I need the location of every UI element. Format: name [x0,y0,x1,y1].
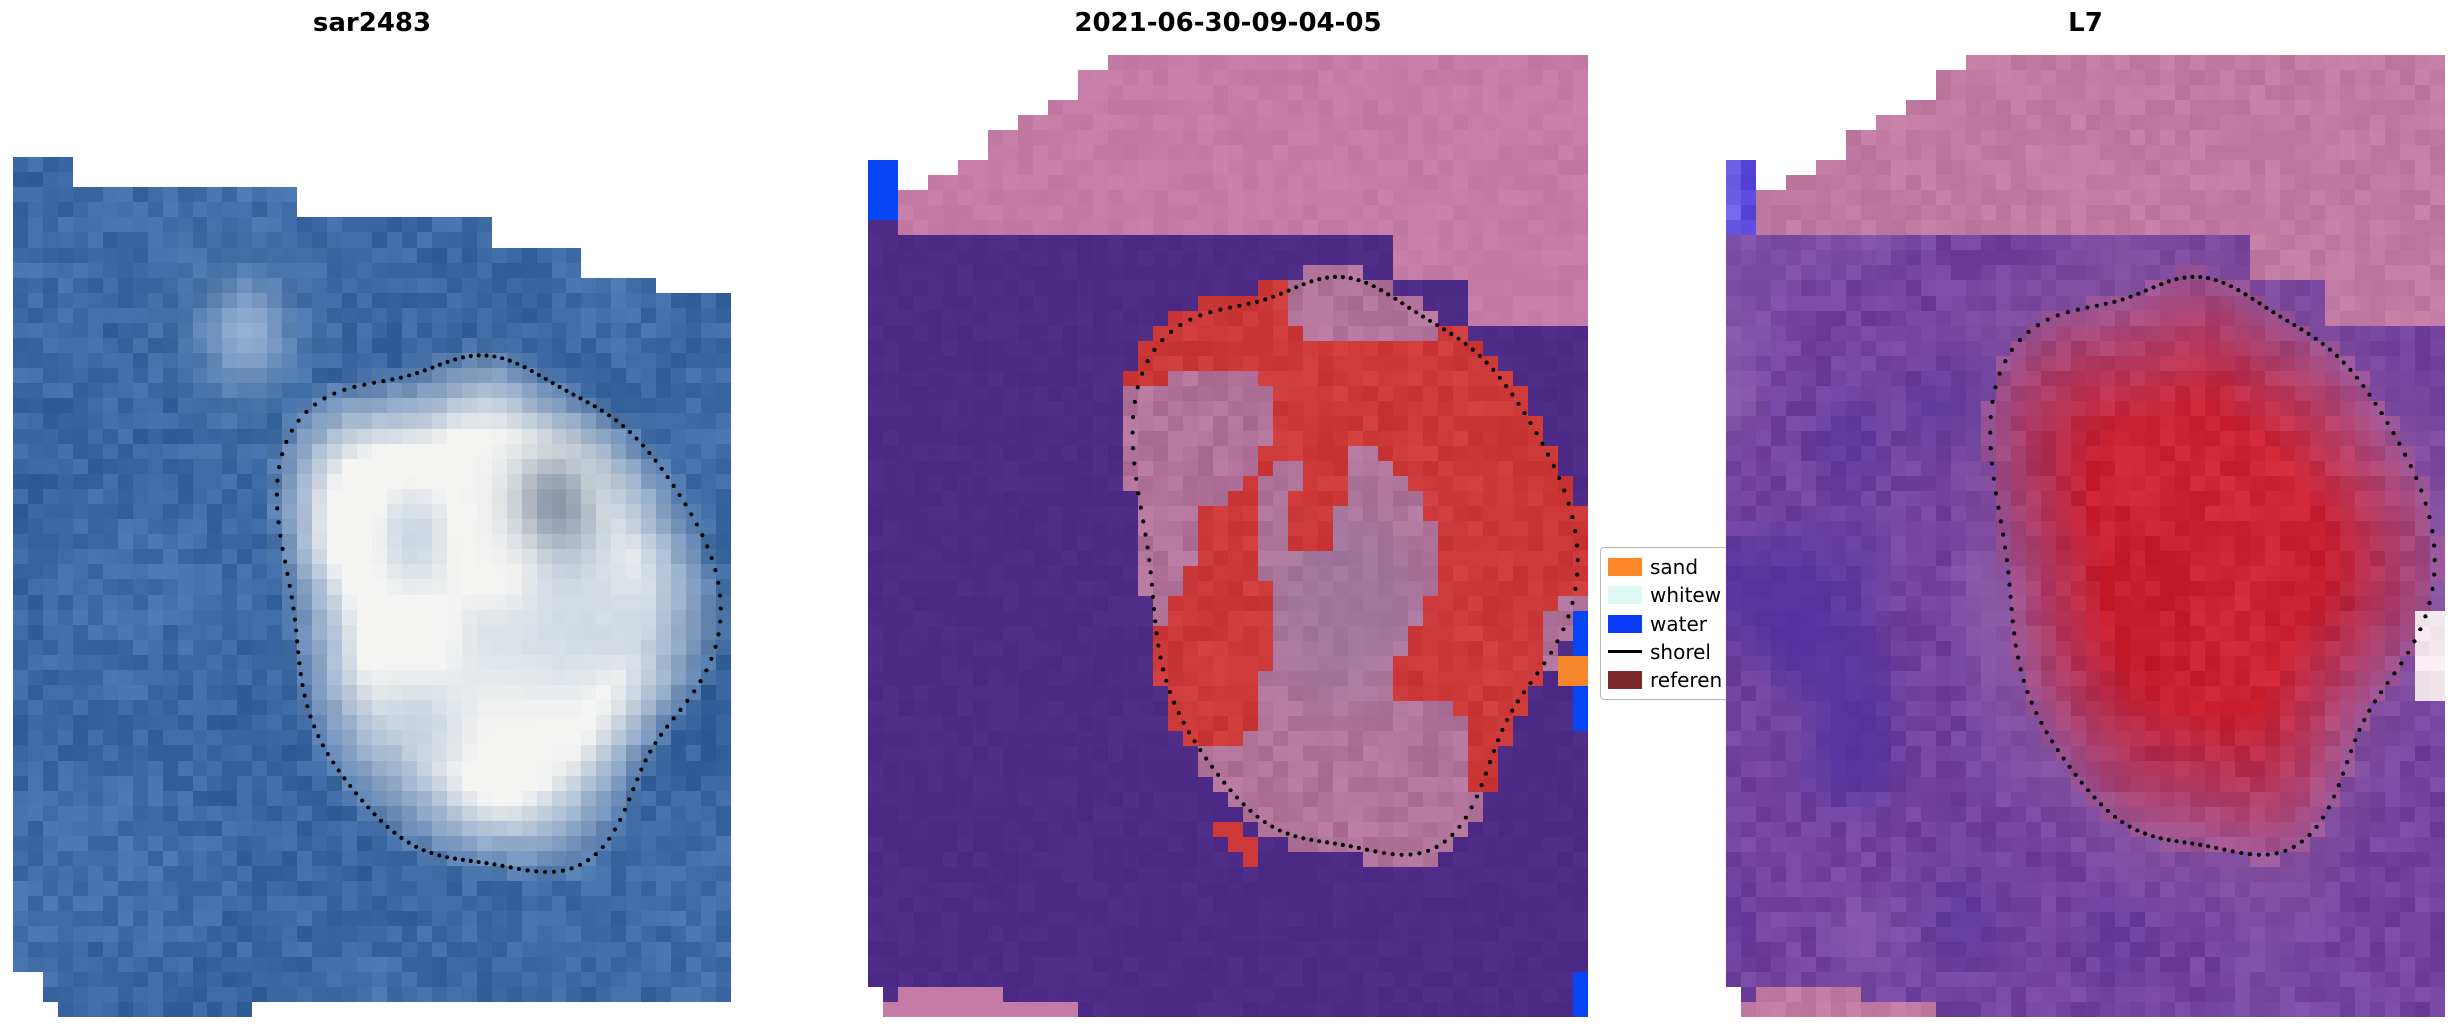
legend: sand whitew water shorel referen [1600,547,1733,700]
shoreline-line-icon [1608,650,1642,654]
legend-item-reference: referen [1608,667,1732,693]
legend-item-sand: sand [1608,554,1732,580]
panel-title-sar: sar2483 [312,8,432,38]
legend-item-shoreline: shorel [1608,639,1732,665]
legend-label-shoreline: shorel [1650,639,1711,664]
sand-swatch-icon [1608,558,1642,576]
sar-image [13,157,731,1017]
water-swatch-icon [1608,614,1642,633]
legend-label-reference: referen [1650,668,1723,692]
reference-swatch-icon [1608,671,1642,689]
legend-item-water: water [1608,611,1732,637]
legend-label-whitewater: whitew [1650,583,1722,608]
legend-item-whitewater: whitew [1608,582,1732,608]
classified-image [868,55,1588,1017]
legend-label-water: water [1650,611,1707,636]
l7-image [1726,55,2445,1017]
panel-title-l7: L7 [2068,8,2103,38]
whitewater-swatch-icon [1608,586,1642,605]
panel-title-date: 2021-06-30-09-04-05 [1074,8,1382,38]
legend-label-sand: sand [1650,555,1699,579]
